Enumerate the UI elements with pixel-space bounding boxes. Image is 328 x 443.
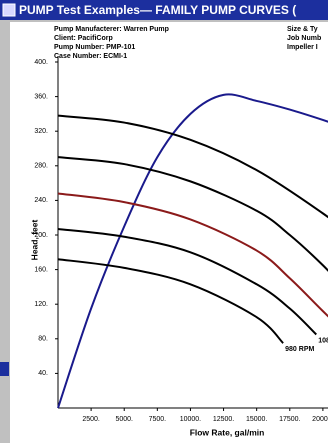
x-tick-label: 7500. [149, 416, 167, 423]
window-title: PUMP Test Examples— FAMILY PUMP CURVES ( [19, 3, 296, 17]
curve [57, 192, 328, 318]
curve [57, 93, 328, 409]
y-tick-label: 280. [34, 163, 48, 170]
header-line: Pump Number: PMP-101 [54, 44, 135, 51]
report-area [10, 22, 328, 443]
plot: 40. 80. 120. 160. 200. 240. 280. 320. 360. 400. 25… [29, 56, 328, 437]
x-tick-label: 12500. [213, 416, 234, 423]
title-bar [0, 0, 328, 20]
x-tick-label: 2500. [82, 416, 100, 423]
y-tick-label: 160. [34, 266, 48, 273]
x-tick-label: 10000. [180, 416, 201, 423]
y-tick-label: 400. [34, 59, 48, 66]
curve [57, 114, 328, 219]
x-axis-label: Flow Rate, gal/min [190, 427, 265, 437]
y-tick-label: 40. [38, 370, 48, 377]
curve [57, 156, 328, 272]
header-line: Impeller I [287, 44, 318, 51]
y-tick-label: 80. [38, 336, 48, 343]
y-axis-label: Head, feet [29, 220, 39, 261]
header-line: Case Number: ECMI-1 [54, 53, 127, 60]
header-line: Size & Ty [287, 26, 318, 33]
x-tick-label: 17500. [279, 416, 300, 423]
curve-label: 1080 RPM [318, 337, 328, 344]
x-tick-label: 20000. [312, 416, 328, 423]
header-line: Pump Manufacterer: Warren Pump [54, 26, 169, 33]
x-tick-label: 15000. [246, 416, 267, 423]
x-tick-label: 5000. [115, 416, 133, 423]
y-tick-label: 240. [34, 197, 48, 204]
curve [57, 258, 284, 344]
y-tick-label: 120. [34, 301, 48, 308]
header-line: Client: PacifiCorp [54, 35, 113, 42]
side-tab [0, 362, 9, 376]
window-icon [2, 3, 16, 17]
y-tick-label: 200. [34, 232, 48, 239]
header-line: Job Numb [287, 35, 321, 42]
header: Pump Manufacterer: Warren Pump Client: Pa… [54, 26, 321, 60]
curve [57, 227, 317, 336]
y-tick-label: 320. [34, 128, 48, 135]
y-tick-label: 360. [34, 93, 48, 100]
curve-label: 980 RPM [285, 346, 314, 353]
